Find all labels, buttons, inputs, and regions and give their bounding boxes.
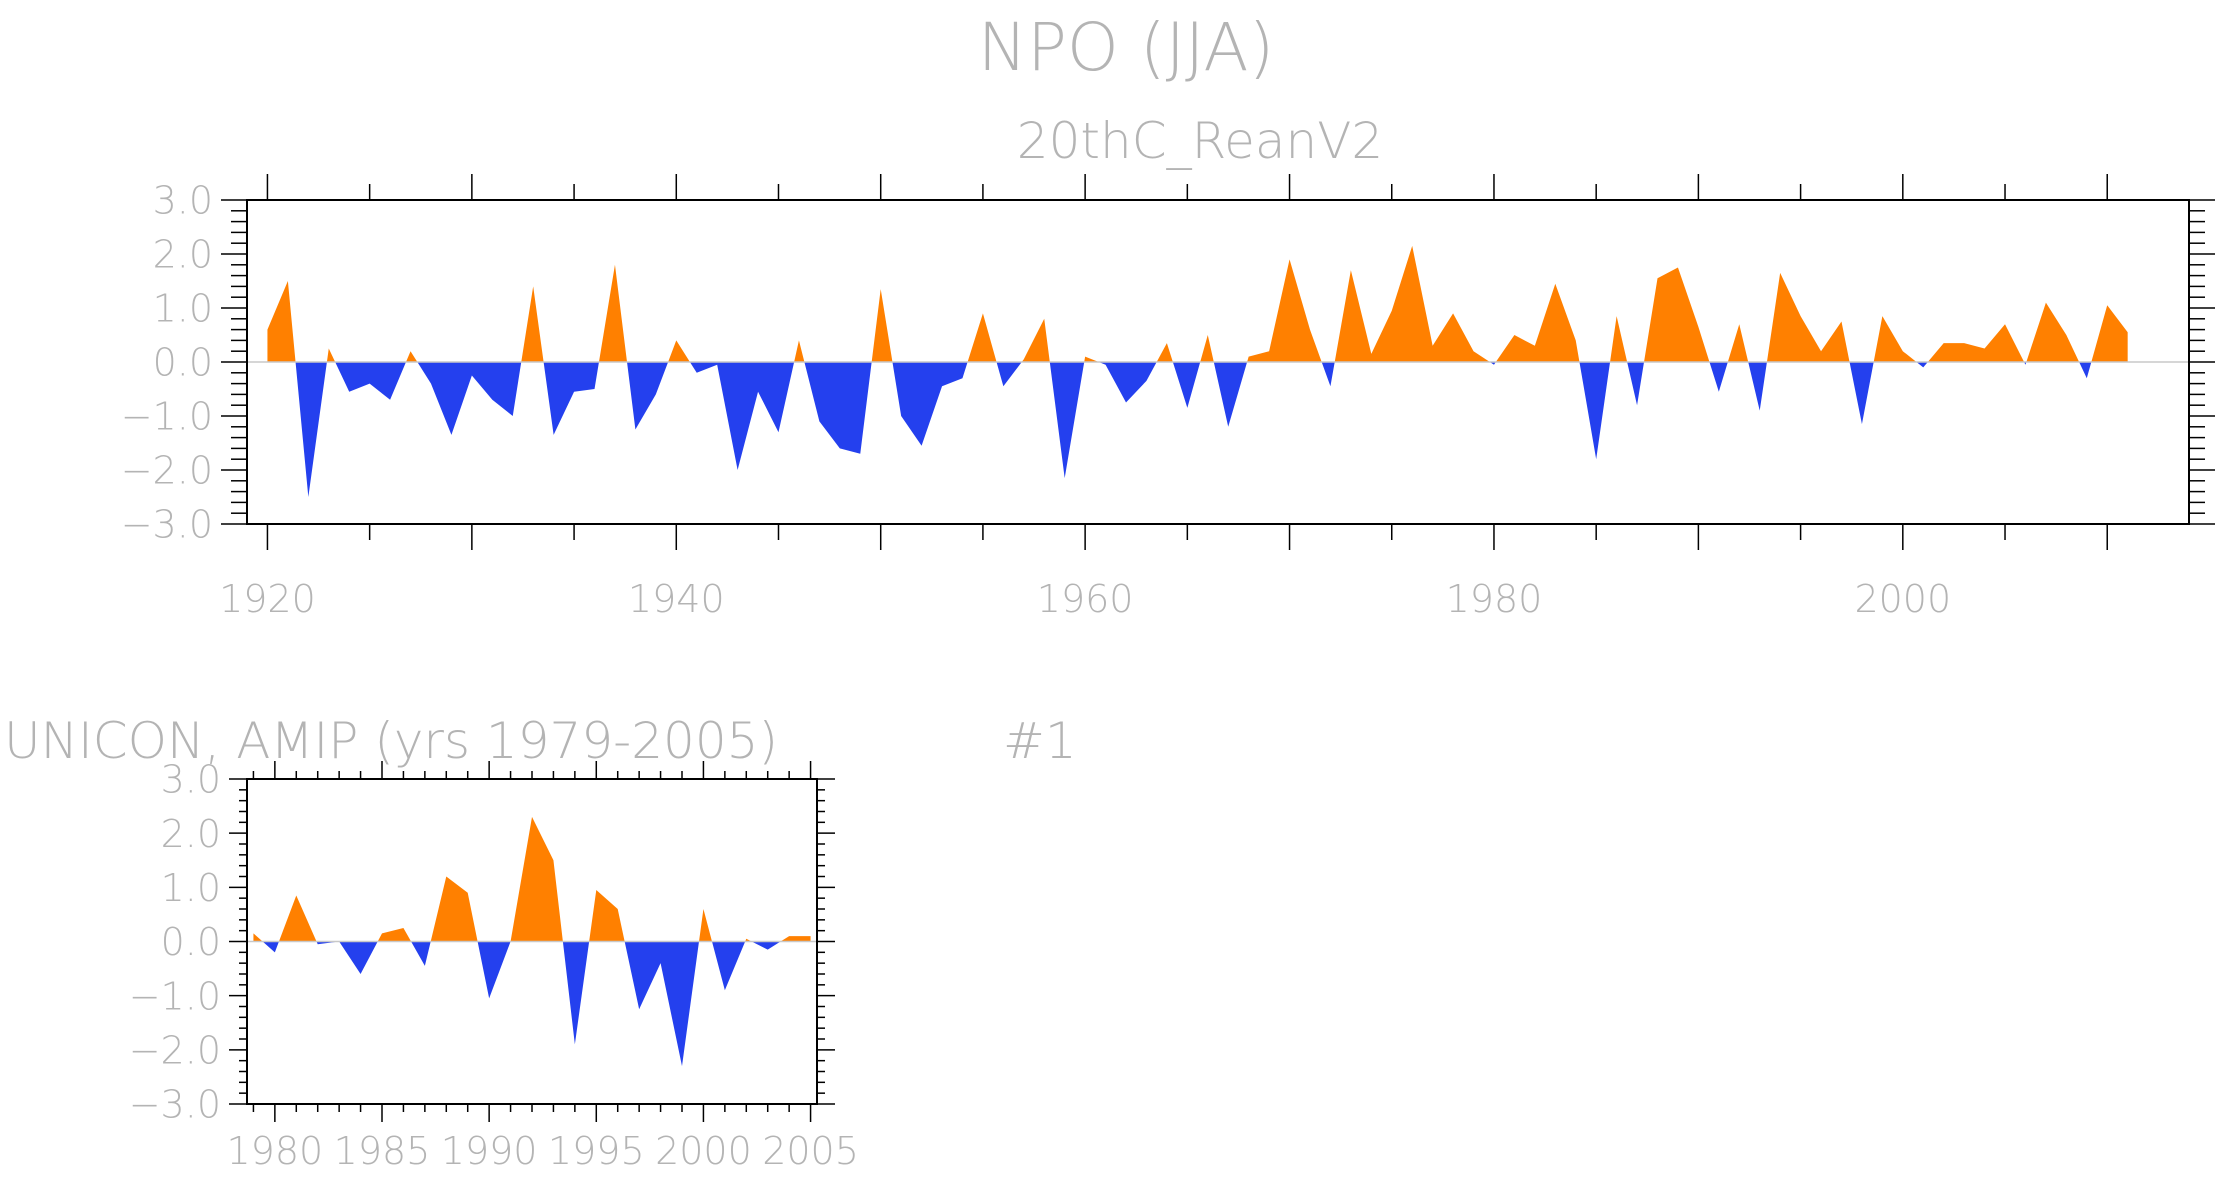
y-tick-label: 3.0 — [153, 179, 213, 223]
x-tick-label: 1940 — [628, 577, 725, 621]
y-tick-label: 1.0 — [161, 866, 221, 910]
chart-number: #1 — [1003, 712, 1077, 770]
x-tick-label: 1960 — [1037, 577, 1134, 621]
x-tick-label: 2000 — [1854, 577, 1951, 621]
y-tick-label: 3.0 — [161, 758, 221, 802]
y-tick-labels: 3.0 2.0 1.0 0.0 −1.0 −2.0 −3.0 — [121, 179, 213, 547]
axis-ticks — [229, 761, 835, 1122]
chart-20thc-reanv2: 20thC_ReanV2 3.0 2.0 1.0 0.0 −1.0 −2.0 −3.0 19… — [121, 112, 2215, 621]
x-tick-label: 2005 — [762, 1129, 859, 1173]
y-tick-label: 0.0 — [153, 341, 213, 385]
x-tick-labels: 1920 1940 1960 1980 2000 — [219, 577, 1951, 621]
x-tick-label: 1980 — [226, 1129, 323, 1173]
y-tick-label: −3.0 — [129, 1083, 221, 1127]
y-tick-label: 2.0 — [161, 812, 221, 856]
area-fills — [253, 816, 811, 1067]
y-tick-label: 1.0 — [153, 287, 213, 331]
x-tick-labels: 1980 1985 1990 1995 2000 2005 — [226, 1129, 858, 1173]
chart-title: UNICON, AMIP (yrs 1979-2005) — [4, 712, 778, 770]
y-tick-label: 0.0 — [161, 920, 221, 964]
positive-area — [253, 816, 811, 942]
main-title: NPO (JJA) — [978, 9, 1275, 86]
negative-area — [253, 941, 811, 1067]
x-tick-label: 1985 — [334, 1129, 431, 1173]
y-tick-label: −1.0 — [129, 974, 221, 1018]
axis-ticks — [221, 174, 2215, 550]
y-tick-label: 2.0 — [153, 233, 213, 277]
negative-area — [267, 362, 2128, 497]
x-tick-label: 1980 — [1446, 577, 1543, 621]
y-tick-label: −2.0 — [129, 1029, 221, 1073]
y-tick-label: −1.0 — [121, 395, 213, 439]
x-tick-label: 1990 — [441, 1129, 538, 1173]
chart-title: 20thC_ReanV2 — [1017, 112, 1383, 170]
y-tick-labels: 3.0 2.0 1.0 0.0 −1.0 −2.0 −3.0 — [129, 758, 221, 1127]
y-tick-label: −2.0 — [121, 449, 213, 493]
positive-area — [267, 245, 2128, 362]
chart-unicon-amip: UNICON, AMIP (yrs 1979-2005) #1 3.0 2.0 1.… — [4, 712, 1077, 1173]
x-tick-label: 1995 — [548, 1129, 645, 1173]
y-tick-label: −3.0 — [121, 503, 213, 547]
area-fills — [267, 245, 2128, 497]
x-tick-label: 1920 — [219, 577, 316, 621]
x-tick-label: 2000 — [655, 1129, 752, 1173]
